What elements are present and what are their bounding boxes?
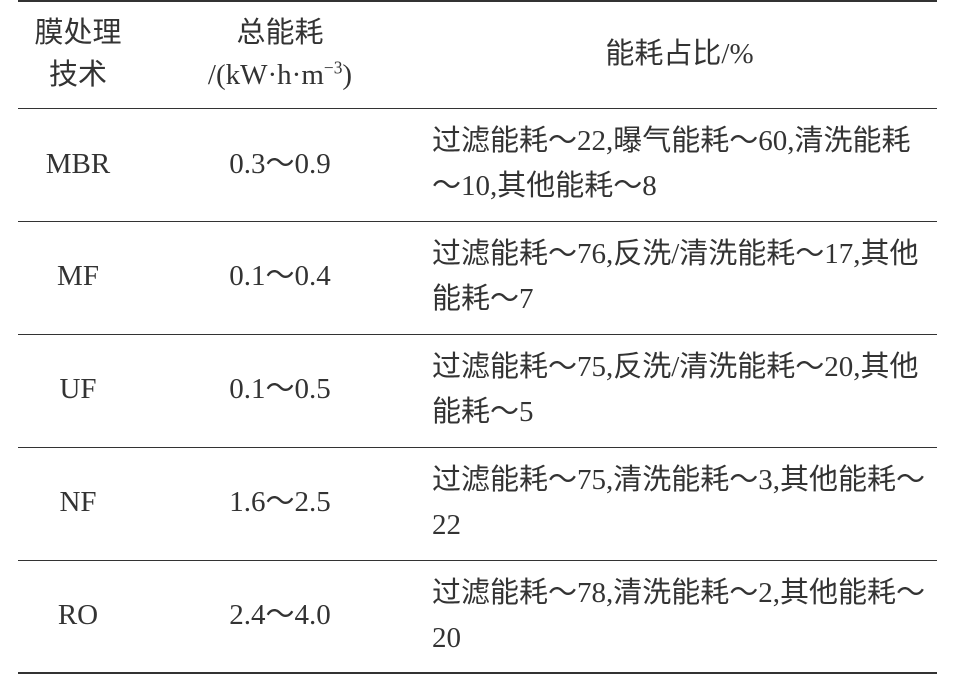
header-tech-line2: 技术 bbox=[49, 59, 107, 91]
energy-table: 膜处理 技术 总能耗 /(kW·h·m−3) 能耗占比/% MBR 0.3～0.… bbox=[18, 0, 937, 674]
table-row: MF 0.1～0.4 过滤能耗～76,反洗/清洗能耗～17,其他能耗～7 bbox=[18, 221, 937, 334]
cell-tech: NF bbox=[18, 447, 138, 560]
cell-ratio: 过滤能耗～78,清洗能耗～2,其他能耗～20 bbox=[422, 560, 937, 673]
header-total-energy-suffix: ) bbox=[342, 59, 352, 91]
header-ratio: 能耗占比/% bbox=[422, 1, 937, 109]
cell-total-energy: 0.1～0.5 bbox=[138, 334, 422, 447]
header-total-energy-prefix: /(kW·h·m bbox=[208, 59, 324, 91]
header-tech-line1: 膜处理 bbox=[34, 17, 121, 49]
header-total-energy: 总能耗 /(kW·h·m−3) bbox=[138, 1, 422, 109]
header-ratio-text: 能耗占比/% bbox=[605, 38, 753, 70]
table-row: UF 0.1～0.5 过滤能耗～75,反洗/清洗能耗～20,其他能耗～5 bbox=[18, 334, 937, 447]
cell-tech: MF bbox=[18, 221, 138, 334]
cell-ratio: 过滤能耗～22,曝气能耗～60,清洗能耗～10,其他能耗～8 bbox=[422, 109, 937, 222]
table-row: MBR 0.3～0.9 过滤能耗～22,曝气能耗～60,清洗能耗～10,其他能耗… bbox=[18, 109, 937, 222]
header-row: 膜处理 技术 总能耗 /(kW·h·m−3) 能耗占比/% bbox=[18, 1, 937, 109]
cell-tech: RO bbox=[18, 560, 138, 673]
header-tech: 膜处理 技术 bbox=[18, 1, 138, 109]
cell-ratio: 过滤能耗～76,反洗/清洗能耗～17,其他能耗～7 bbox=[422, 221, 937, 334]
cell-total-energy: 0.3～0.9 bbox=[138, 109, 422, 222]
cell-tech: MBR bbox=[18, 109, 138, 222]
table-row: RO 2.4～4.0 过滤能耗～78,清洗能耗～2,其他能耗～20 bbox=[18, 560, 937, 673]
cell-total-energy: 1.6～2.5 bbox=[138, 447, 422, 560]
header-total-energy-line1: 总能耗 bbox=[236, 17, 323, 49]
cell-ratio: 过滤能耗～75,清洗能耗～3,其他能耗～22 bbox=[422, 447, 937, 560]
table-row: NF 1.6～2.5 过滤能耗～75,清洗能耗～3,其他能耗～22 bbox=[18, 447, 937, 560]
cell-ratio: 过滤能耗～75,反洗/清洗能耗～20,其他能耗～5 bbox=[422, 334, 937, 447]
energy-table-container: 膜处理 技术 总能耗 /(kW·h·m−3) 能耗占比/% MBR 0.3～0.… bbox=[0, 0, 955, 674]
cell-tech: UF bbox=[18, 334, 138, 447]
cell-total-energy: 0.1～0.4 bbox=[138, 221, 422, 334]
header-total-energy-exp: −3 bbox=[324, 57, 343, 77]
cell-total-energy: 2.4～4.0 bbox=[138, 560, 422, 673]
